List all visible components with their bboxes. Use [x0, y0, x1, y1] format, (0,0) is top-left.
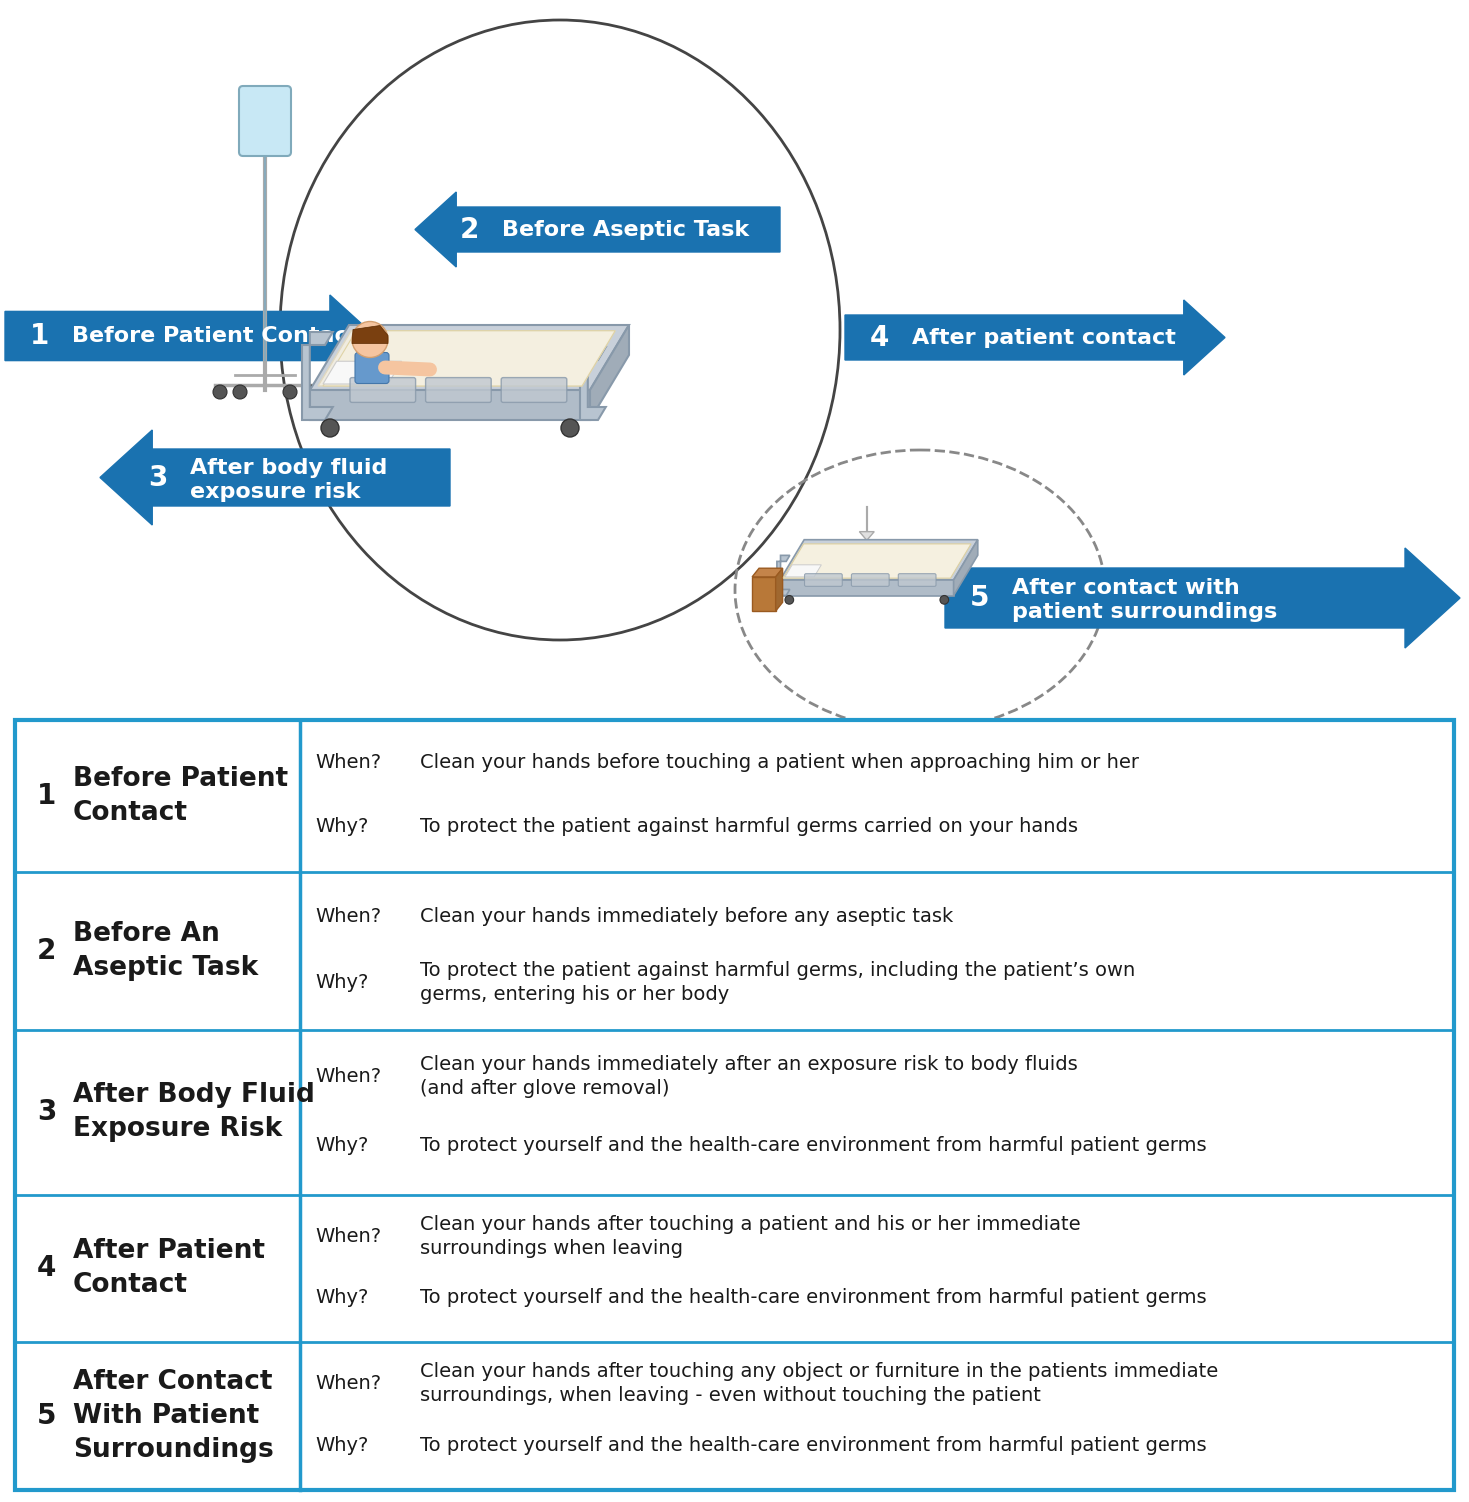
Polygon shape	[4, 294, 375, 377]
Circle shape	[784, 595, 793, 604]
FancyBboxPatch shape	[426, 377, 491, 403]
Polygon shape	[783, 544, 971, 578]
Polygon shape	[752, 568, 783, 577]
Polygon shape	[303, 332, 333, 421]
Circle shape	[213, 385, 228, 400]
Text: Clean your hands after touching a patient and his or her immediate
surroundings : Clean your hands after touching a patien…	[420, 1215, 1081, 1257]
Text: Clean your hands before touching a patient when approaching him or her: Clean your hands before touching a patie…	[420, 753, 1138, 772]
Text: exposure risk: exposure risk	[190, 482, 360, 502]
Polygon shape	[953, 539, 978, 595]
FancyBboxPatch shape	[501, 377, 567, 403]
Text: 5: 5	[970, 584, 990, 611]
Text: To protect yourself and the health-care environment from harmful patient germs: To protect yourself and the health-care …	[420, 1136, 1206, 1155]
Text: After contact with: After contact with	[1012, 578, 1240, 598]
Text: To protect yourself and the health-care environment from harmful patient germs: To protect yourself and the health-care …	[420, 1289, 1206, 1307]
Circle shape	[940, 595, 949, 604]
Polygon shape	[317, 330, 616, 386]
Text: 1: 1	[29, 321, 50, 350]
Text: Clean your hands after touching any object or furniture in the patients immediat: Clean your hands after touching any obje…	[420, 1362, 1218, 1404]
Polygon shape	[784, 565, 821, 577]
Polygon shape	[780, 539, 978, 580]
Text: When?: When?	[314, 1066, 380, 1086]
Text: patient surroundings: patient surroundings	[1012, 602, 1277, 622]
FancyBboxPatch shape	[898, 574, 936, 586]
Polygon shape	[859, 532, 874, 541]
FancyBboxPatch shape	[350, 377, 416, 403]
Polygon shape	[945, 548, 1460, 647]
Text: 3: 3	[37, 1098, 56, 1126]
Text: 3: 3	[148, 464, 167, 493]
Polygon shape	[591, 324, 629, 421]
Text: Before An
Aseptic Task: Before An Aseptic Task	[73, 921, 259, 981]
Polygon shape	[353, 326, 388, 344]
Circle shape	[234, 385, 247, 400]
Text: When?: When?	[314, 1227, 380, 1245]
Text: To protect the patient against harmful germs carried on your hands: To protect the patient against harmful g…	[420, 817, 1078, 837]
Polygon shape	[780, 580, 953, 595]
Polygon shape	[752, 577, 776, 611]
Text: 1: 1	[37, 783, 56, 810]
Text: Clean your hands immediately before any aseptic task: Clean your hands immediately before any …	[420, 907, 953, 925]
Text: After patient contact: After patient contact	[912, 327, 1175, 348]
Text: After body fluid: After body fluid	[190, 458, 388, 478]
Text: Why?: Why?	[314, 1289, 369, 1307]
Circle shape	[284, 385, 297, 400]
Text: Before Patient Contact: Before Patient Contact	[72, 326, 358, 345]
Circle shape	[322, 419, 339, 437]
Polygon shape	[100, 430, 450, 526]
Polygon shape	[323, 362, 401, 385]
Text: When?: When?	[314, 907, 380, 925]
Text: 4: 4	[870, 324, 889, 351]
Circle shape	[353, 321, 388, 357]
Polygon shape	[776, 568, 783, 611]
Circle shape	[561, 419, 579, 437]
Text: Before Aseptic Task: Before Aseptic Task	[502, 219, 749, 240]
Text: To protect yourself and the health-care environment from harmful patient germs: To protect yourself and the health-care …	[420, 1436, 1206, 1455]
Text: Before Patient
Contact: Before Patient Contact	[73, 766, 288, 826]
Text: When?: When?	[314, 1374, 380, 1392]
Polygon shape	[777, 556, 790, 595]
Text: 5: 5	[37, 1401, 56, 1430]
Text: 2: 2	[460, 216, 479, 243]
Text: When?: When?	[314, 753, 380, 772]
FancyBboxPatch shape	[805, 574, 842, 586]
Text: 2: 2	[37, 937, 56, 964]
Polygon shape	[845, 300, 1225, 376]
Text: After Body Fluid
Exposure Risk: After Body Fluid Exposure Risk	[73, 1083, 314, 1143]
Polygon shape	[323, 330, 616, 386]
Circle shape	[303, 385, 317, 400]
Text: To protect the patient against harmful germs, including the patient’s own
germs,: To protect the patient against harmful g…	[420, 961, 1136, 1005]
Text: After Contact
With Patient
Surroundings: After Contact With Patient Surroundings	[73, 1368, 273, 1463]
Text: Why?: Why?	[314, 973, 369, 993]
Text: Why?: Why?	[314, 1436, 369, 1455]
Text: Clean your hands immediately after an exposure risk to body fluids
(and after gl: Clean your hands immediately after an ex…	[420, 1054, 1078, 1098]
Text: After Patient
Contact: After Patient Contact	[73, 1239, 264, 1299]
Polygon shape	[310, 324, 629, 391]
FancyBboxPatch shape	[15, 719, 1454, 1490]
FancyBboxPatch shape	[355, 353, 389, 383]
Polygon shape	[580, 347, 605, 421]
FancyBboxPatch shape	[852, 574, 889, 586]
Polygon shape	[310, 391, 591, 421]
Text: 4: 4	[37, 1254, 56, 1283]
Text: Why?: Why?	[314, 1136, 369, 1155]
Text: Why?: Why?	[314, 817, 369, 837]
Polygon shape	[416, 192, 780, 267]
FancyBboxPatch shape	[239, 86, 291, 156]
